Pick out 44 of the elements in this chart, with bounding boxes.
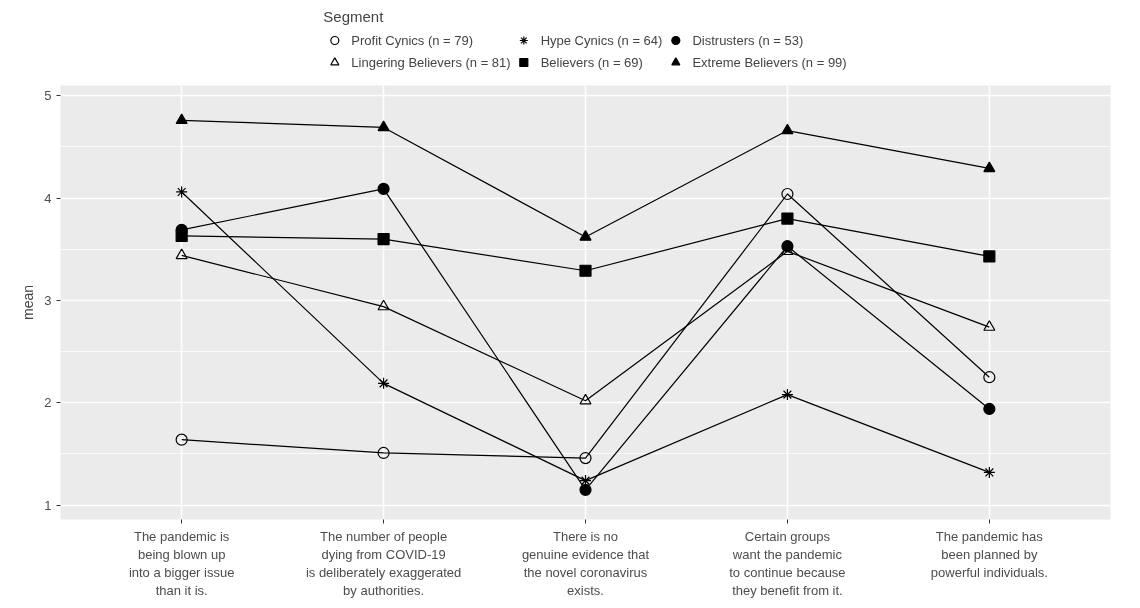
point	[579, 230, 592, 241]
point	[781, 388, 794, 401]
legend-label: Believers (n = 69)	[540, 54, 643, 70]
point	[983, 320, 996, 331]
legend-title: Segment	[323, 8, 385, 25]
point	[781, 187, 794, 201]
y-tick-label: 3	[44, 292, 52, 308]
point	[377, 232, 390, 246]
x-tick-label: Certain groups want the pandemic to continue because they benefit from it.	[729, 528, 846, 598]
point	[175, 113, 188, 125]
point	[579, 393, 592, 405]
y-axis-title: mean	[20, 284, 37, 321]
point	[579, 452, 592, 465]
point	[983, 466, 996, 479]
y-tick-label: 2	[44, 395, 52, 411]
point	[781, 212, 794, 225]
legend-label: Profit Cynics (n = 79)	[351, 32, 474, 48]
point	[175, 433, 188, 446]
point	[377, 182, 390, 195]
point	[175, 248, 188, 260]
x-tick-label: There is no genuine evidence that the novel coronavirus exists.	[521, 528, 650, 598]
point	[983, 371, 996, 384]
point	[579, 264, 592, 277]
legend-label: Hype Cynics (n = 64)	[540, 32, 663, 48]
point	[781, 240, 794, 253]
point	[983, 161, 996, 173]
y-tick-label: 5	[44, 88, 52, 104]
y-tick-label: 1	[44, 497, 52, 513]
y-tick-label: 4	[44, 190, 52, 206]
legend-label: Extreme Believers (n = 99)	[692, 54, 847, 70]
x-tick-label: The pandemic has been planned by powerful individuals.	[930, 528, 1048, 580]
point	[377, 299, 390, 311]
point	[175, 185, 188, 199]
point	[983, 402, 996, 416]
legend-label: Lingering Believers (n = 81)	[351, 54, 511, 70]
x-tick-label: The number of people dying from COVID-19 is deliberately exaggerated by authorities.	[305, 528, 462, 598]
legend-label: Distrusters (n = 53)	[692, 32, 804, 48]
x-tick-label: The pandemic is being blown up into a bigger issue than it is.	[128, 528, 235, 598]
point	[377, 377, 390, 390]
point	[377, 120, 390, 132]
point	[377, 446, 390, 460]
point	[579, 483, 592, 496]
point	[781, 123, 794, 135]
point	[983, 250, 996, 263]
